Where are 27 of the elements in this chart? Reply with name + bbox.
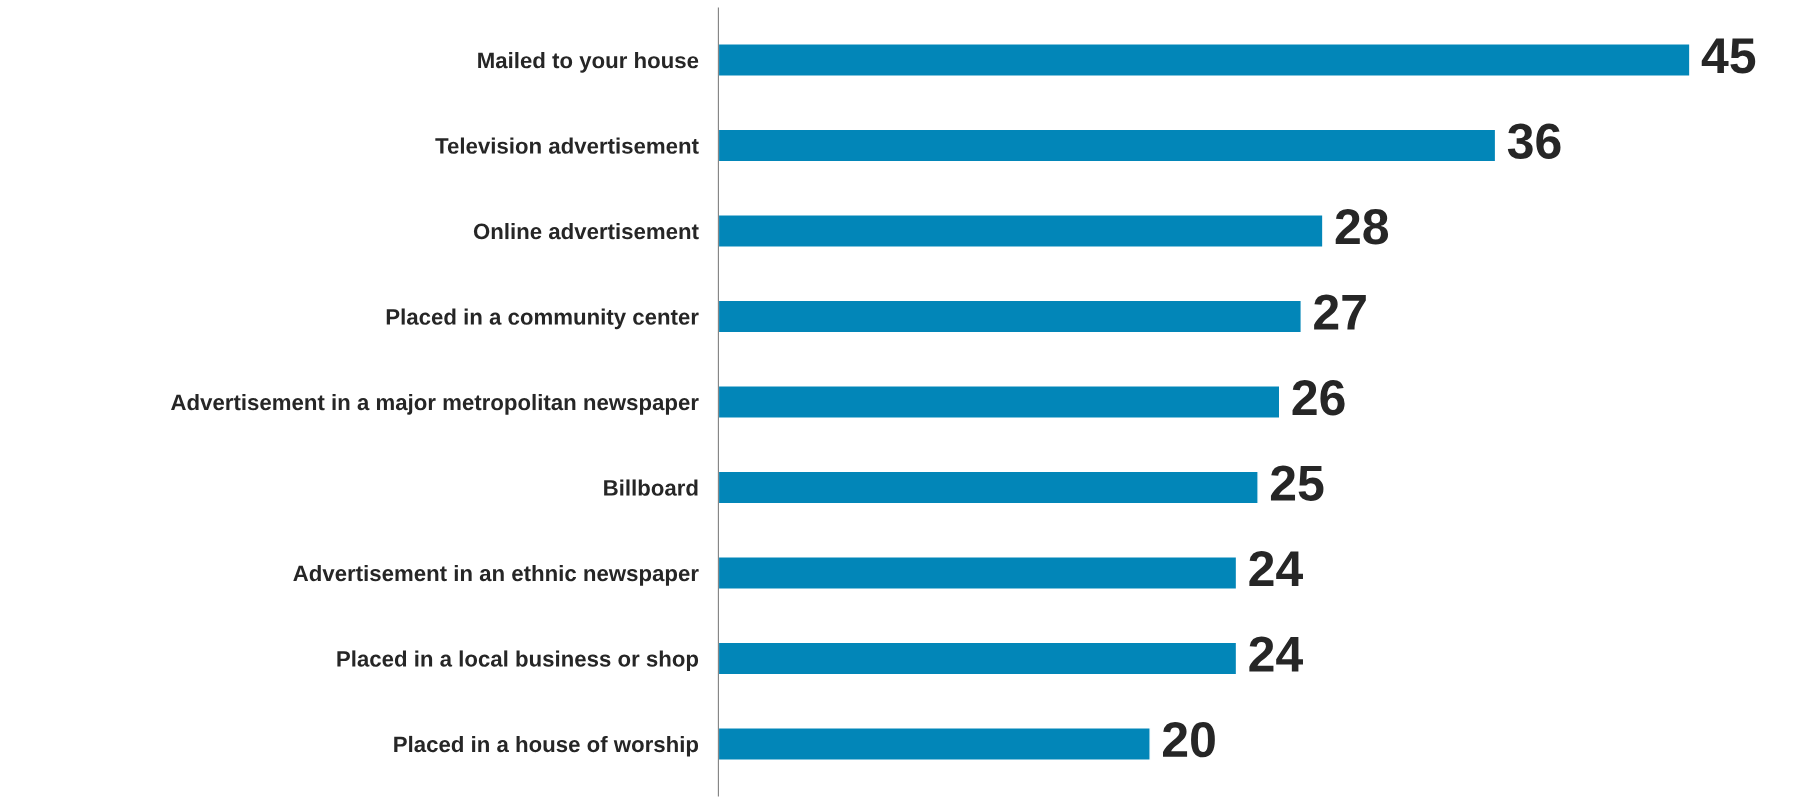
y-tick-label: Mailed to your house [478,52,699,73]
bar [718,214,1324,248]
data-label: 26 [1292,380,1345,416]
data-label: 20 [1163,721,1215,758]
bar [718,128,1497,163]
y-tick-label: Advertisement in a major metropolitan newspaper [171,393,699,415]
bar [718,727,1151,761]
data-label: 36 [1507,123,1561,160]
data-label: 24 [1249,636,1303,672]
y-tick-label: Billboard [604,479,698,496]
y-tick-label: Placed in a house of worship [394,735,699,757]
data-label: 28 [1335,209,1389,245]
bar [718,385,1281,419]
data-label: 45 [1701,38,1756,74]
y-tick-label: Placed in a local business or shop [337,650,699,672]
y-tick-label: Placed in a community center [386,308,699,330]
y-tick-label: Advertisement in an ethnic newspaper [293,564,699,586]
y-tick-label: Online advertisement [473,222,699,240]
data-label: 24 [1249,550,1303,586]
y-tick-label: Television advertisement [435,137,699,154]
bar [718,470,1259,505]
bar [718,43,1691,77]
bar [718,556,1238,590]
data-label: 25 [1270,465,1324,501]
bar [718,299,1302,334]
data-label: 27 [1314,294,1366,330]
bar [718,641,1238,676]
